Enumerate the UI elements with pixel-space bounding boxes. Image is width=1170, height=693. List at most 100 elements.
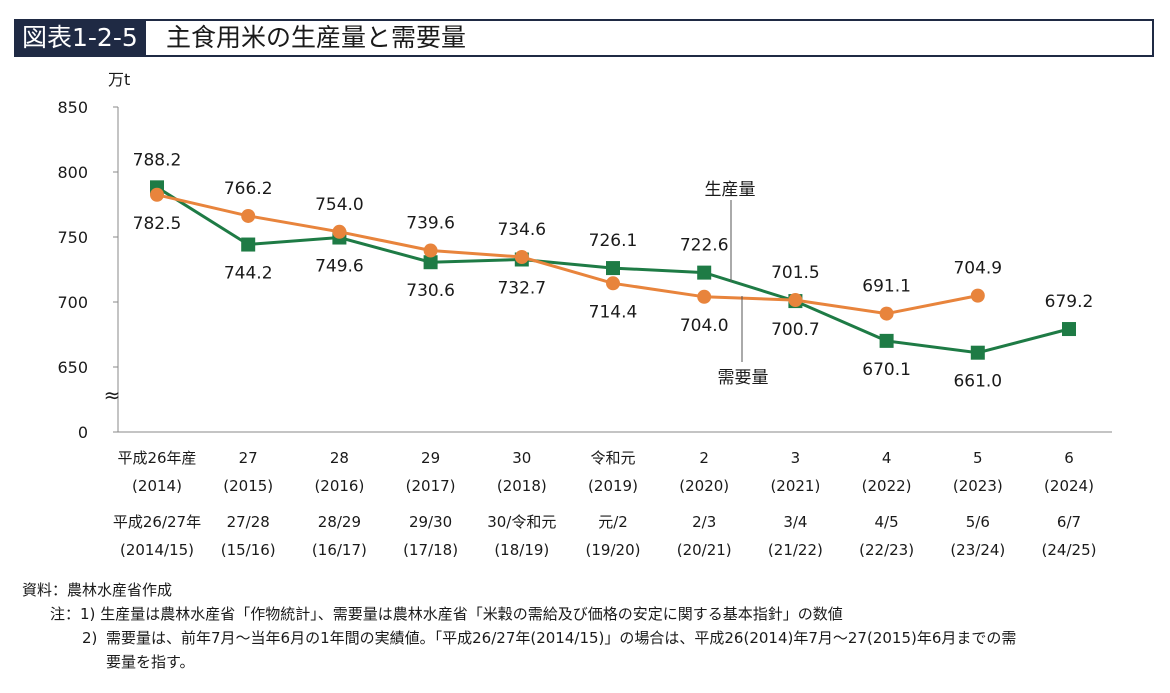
x-label-period-ad: (24/25) bbox=[1042, 541, 1097, 559]
x-label-period-ad: (23/24) bbox=[950, 541, 1005, 559]
x-label-period: 平成26/27年 bbox=[113, 513, 201, 531]
x-label-year-ad: (2023) bbox=[953, 477, 1003, 495]
production-data-label: 700.7 bbox=[771, 320, 820, 340]
production-data-label: 744.2 bbox=[224, 264, 273, 284]
production-data-label: 679.2 bbox=[1045, 292, 1094, 312]
line-chart: 0 650 700 750 800 850 万t ≈ 平成26年産 27 28 29 30 令和元 2 3 4 5… bbox=[57, 70, 1112, 559]
demand-data-label: 766.2 bbox=[224, 179, 273, 199]
y-tick-label: 0 bbox=[78, 423, 88, 442]
production-data-label: 670.1 bbox=[862, 360, 911, 380]
x-label-year-ad: (2022) bbox=[862, 477, 912, 495]
y-tick-label: 700 bbox=[57, 293, 88, 312]
demand-data-label: 739.6 bbox=[406, 214, 455, 234]
x-label-year-ad: (2024) bbox=[1044, 477, 1094, 495]
chart-title-box: 図表1-2-5 主食用米の生産量と需要量 bbox=[14, 19, 1154, 57]
x-label-year-ad: (2021) bbox=[770, 477, 820, 495]
figure-number: 図表1-2-5 bbox=[16, 21, 146, 55]
demand-data-label: 734.6 bbox=[497, 220, 546, 240]
x-label-period-ad: (2014/15) bbox=[120, 541, 194, 559]
axis-break-symbol: ≈ bbox=[104, 383, 121, 407]
x-label-period: 2/3 bbox=[692, 513, 716, 531]
x-label-period: 6/7 bbox=[1057, 513, 1081, 531]
x-label-period: 28/29 bbox=[318, 513, 361, 531]
x-label-period-ad: (20/21) bbox=[677, 541, 732, 559]
demand-series-label: 需要量 bbox=[718, 368, 769, 388]
source-note: 資料：農林水産省作成 bbox=[22, 581, 173, 599]
demand-marker bbox=[970, 288, 985, 303]
production-series-label: 生産量 bbox=[705, 180, 756, 200]
x-label-year: 2 bbox=[699, 449, 709, 467]
demand-marker bbox=[332, 224, 347, 239]
production-data-label: 661.0 bbox=[953, 372, 1002, 392]
production-marker bbox=[697, 265, 712, 280]
production-marker bbox=[241, 237, 256, 252]
x-label-year: 27 bbox=[239, 449, 258, 467]
y-axis-unit: 万t bbox=[108, 70, 130, 89]
demand-marker bbox=[879, 306, 894, 321]
x-label-year-ad: (2016) bbox=[314, 477, 364, 495]
note-2-continuation: 要量を指す。 bbox=[106, 653, 195, 671]
x-label-period: 5/6 bbox=[966, 513, 990, 531]
x-label-year-ad: (2018) bbox=[497, 477, 547, 495]
x-label-period: 元/2 bbox=[598, 513, 628, 531]
x-label-period: 27/28 bbox=[227, 513, 270, 531]
production-data-label: 722.6 bbox=[680, 236, 729, 256]
demand-data-label: 754.0 bbox=[315, 195, 364, 215]
x-label-year-ad: (2014) bbox=[132, 477, 182, 495]
demand-data-label: 704.0 bbox=[680, 316, 729, 336]
x-label-year: 5 bbox=[973, 449, 983, 467]
y-tick-label: 800 bbox=[57, 163, 88, 182]
x-label-year-ad: (2020) bbox=[679, 477, 729, 495]
x-label-year-ad: (2017) bbox=[406, 477, 456, 495]
production-data-label: 732.7 bbox=[497, 278, 546, 298]
demand-marker bbox=[606, 276, 620, 291]
x-label-period: 30/令和元 bbox=[487, 513, 556, 531]
notes-section: 資料：農林水産省作成 注：1) 生産量は農林水産省「作物統計」、需要量は農林水産… bbox=[22, 578, 1016, 674]
note-2: 2) 需要量は、前年7月～当年6月の1年間の実績値。「平成26/27年(2014/… bbox=[22, 626, 1016, 650]
note-1: 注：1) 生産量は農林水産省「作物統計」、需要量は農林水産省「米穀の需給及び価格… bbox=[22, 602, 1016, 626]
x-label-period-ad: (19/20) bbox=[586, 541, 641, 559]
demand-marker bbox=[150, 187, 164, 202]
x-label-period-ad: (17/18) bbox=[403, 541, 458, 559]
production-data-label: 788.2 bbox=[133, 150, 182, 170]
y-tick-label: 650 bbox=[57, 358, 88, 377]
note-2-number: 2) bbox=[82, 629, 98, 647]
x-label-period: 29/30 bbox=[409, 513, 452, 531]
x-label-year: 3 bbox=[791, 449, 801, 467]
production-marker bbox=[879, 333, 894, 348]
demand-marker bbox=[423, 243, 438, 258]
note-2-text: 需要量は、前年7月～当年6月の1年間の実績値。「平成26/27年(2014/15… bbox=[106, 629, 1017, 647]
note-1-text: 生産量は農林水産省「作物統計」、需要量は農林水産省「米穀の需給及び価格の安定に関… bbox=[100, 605, 843, 623]
demand-marker bbox=[697, 289, 712, 304]
production-data-label: 730.6 bbox=[406, 281, 455, 301]
demand-marker bbox=[788, 293, 803, 308]
demand-data-label: 782.5 bbox=[133, 214, 182, 234]
x-label-year: 28 bbox=[330, 449, 349, 467]
demand-data-label: 691.1 bbox=[862, 277, 911, 297]
note-1-prefix: 注：1) bbox=[50, 605, 96, 623]
x-label-year-ad: (2015) bbox=[223, 477, 273, 495]
demand-line bbox=[156, 193, 979, 316]
demand-data-label: 701.5 bbox=[771, 263, 820, 283]
y-tick-label: 850 bbox=[57, 98, 88, 117]
x-label-year: 29 bbox=[421, 449, 440, 467]
x-label-period: 4/5 bbox=[875, 513, 899, 531]
production-data-label: 726.1 bbox=[589, 231, 638, 251]
demand-marker bbox=[241, 208, 256, 223]
chart-title: 主食用米の生産量と需要量 bbox=[166, 23, 467, 52]
production-marker bbox=[970, 345, 985, 360]
x-label-year: 4 bbox=[882, 449, 892, 467]
demand-marker bbox=[514, 250, 529, 265]
y-tick-label: 750 bbox=[57, 228, 88, 247]
x-label-year-ad: (2019) bbox=[588, 477, 638, 495]
demand-data-label: 704.9 bbox=[953, 259, 1002, 279]
x-label-period: 3/4 bbox=[783, 513, 807, 531]
production-marker bbox=[606, 261, 620, 276]
x-label-year: 30 bbox=[512, 449, 531, 467]
production-data-label: 749.6 bbox=[315, 257, 364, 277]
x-label-year: 令和元 bbox=[590, 449, 635, 467]
production-marker bbox=[423, 255, 438, 270]
x-label-period-ad: (21/22) bbox=[768, 541, 823, 559]
x-label-year: 6 bbox=[1064, 449, 1074, 467]
x-label-period-ad: (22/23) bbox=[859, 541, 914, 559]
